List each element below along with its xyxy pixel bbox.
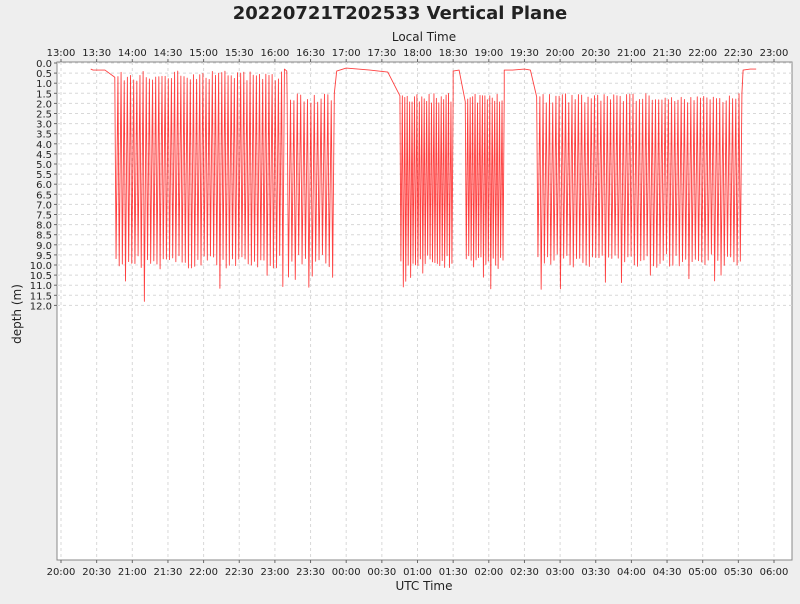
y-tick-label: 9.5 (36, 251, 52, 262)
x-tick-label-utc: 06:00 (760, 567, 789, 578)
x-axis-bottom: 20:00 20:30 21:00 21:30 22:00 22:30 23:00 23:30… (47, 560, 789, 578)
x-tick-label-local: 13:30 (82, 48, 111, 59)
x-tick-label-local: 14:30 (154, 48, 183, 59)
x-tick-label-local: 19:00 (474, 48, 503, 59)
x-tick-label-local: 13:00 (47, 48, 76, 59)
x-tick-label-utc: 22:30 (225, 567, 254, 578)
y-tick-label: 3.5 (36, 130, 52, 141)
x-tick-label-local: 16:30 (296, 48, 325, 59)
y-tick-label: 11.5 (30, 291, 52, 302)
x-tick-label-local: 21:30 (653, 48, 682, 59)
x-tick-label-utc: 20:00 (47, 567, 76, 578)
x-tick-label-utc: 00:30 (367, 567, 396, 578)
y-tick-label: 4.5 (36, 150, 52, 161)
y-tick-label: 7.5 (36, 211, 52, 222)
x-tick-label-local: 15:00 (189, 48, 218, 59)
x-tick-label-utc: 01:30 (439, 567, 468, 578)
x-tick-label-local: 19:30 (510, 48, 539, 59)
x-tick-label-utc: 02:00 (474, 567, 503, 578)
x-tick-label-local: 20:30 (581, 48, 610, 59)
x-tick-label-local: 18:30 (439, 48, 468, 59)
x-tick-label-local: 17:30 (367, 48, 396, 59)
x-axis-title: UTC Time (396, 579, 453, 593)
x-tick-label-local: 21:00 (617, 48, 646, 59)
y-tick-label: 5.5 (36, 170, 52, 181)
y-tick-label: 2.0 (36, 99, 52, 110)
x-tick-label-local: 22:30 (724, 48, 753, 59)
y-tick-label: 1.0 (36, 79, 52, 90)
y-tick-label: 10.0 (30, 261, 52, 272)
x-axis-top: 13:00 13:30 14:00 14:30 15:00 15:30 16:00 16:30… (47, 48, 789, 62)
top-axis-title: Local Time (392, 30, 456, 44)
x-tick-label-utc: 02:30 (510, 567, 539, 578)
chart-title: 20220721T202533 Vertical Plane (233, 3, 567, 24)
y-tick-label: 7.0 (36, 200, 52, 211)
x-tick-label-local: 23:00 (760, 48, 789, 59)
x-tick-label-utc: 05:30 (724, 567, 753, 578)
x-tick-label-local: 22:00 (688, 48, 717, 59)
x-tick-label-local: 16:00 (260, 48, 289, 59)
x-tick-label-utc: 00:00 (332, 567, 361, 578)
y-axis: 0.00.51.01.52.02.53.03.54.04.55.05.56.06… (30, 59, 57, 312)
x-tick-label-local: 18:00 (403, 48, 432, 59)
y-tick-label: 0.0 (36, 59, 52, 70)
x-tick-label-utc: 21:00 (118, 567, 147, 578)
y-tick-label: 11.0 (30, 281, 52, 292)
x-tick-label-utc: 04:00 (617, 567, 646, 578)
x-tick-label-utc: 03:00 (546, 567, 575, 578)
y-tick-label: 6.5 (36, 190, 52, 201)
y-tick-label: 2.5 (36, 110, 52, 121)
x-tick-label-utc: 03:30 (581, 567, 610, 578)
x-tick-label-utc: 01:00 (403, 567, 432, 578)
y-tick-label: 8.5 (36, 231, 52, 242)
x-tick-label-utc: 20:30 (82, 567, 111, 578)
y-tick-label: 10.5 (30, 271, 52, 282)
y-axis-title: depth (m) (10, 284, 24, 344)
y-tick-label: 0.5 (36, 69, 52, 80)
x-tick-label-utc: 23:00 (260, 567, 289, 578)
x-tick-label-local: 15:30 (225, 48, 254, 59)
y-tick-label: 12.0 (30, 301, 52, 312)
y-tick-label: 5.0 (36, 160, 52, 171)
y-tick-label: 4.0 (36, 140, 52, 151)
x-tick-label-local: 17:00 (332, 48, 361, 59)
y-tick-label: 8.0 (36, 221, 52, 232)
y-tick-label: 3.0 (36, 120, 52, 131)
x-tick-label-utc: 22:00 (189, 567, 218, 578)
x-tick-label-utc: 21:30 (154, 567, 183, 578)
depth-line (90, 67, 757, 302)
y-tick-label: 9.0 (36, 241, 52, 252)
x-tick-label-utc: 04:30 (653, 567, 682, 578)
x-tick-label-local: 20:00 (546, 48, 575, 59)
x-tick-label-local: 14:00 (118, 48, 147, 59)
y-tick-label: 6.0 (36, 180, 52, 191)
x-tick-label-utc: 23:30 (296, 567, 325, 578)
depth-series (90, 67, 757, 302)
x-tick-label-utc: 05:00 (688, 567, 717, 578)
y-tick-label: 1.5 (36, 89, 52, 100)
